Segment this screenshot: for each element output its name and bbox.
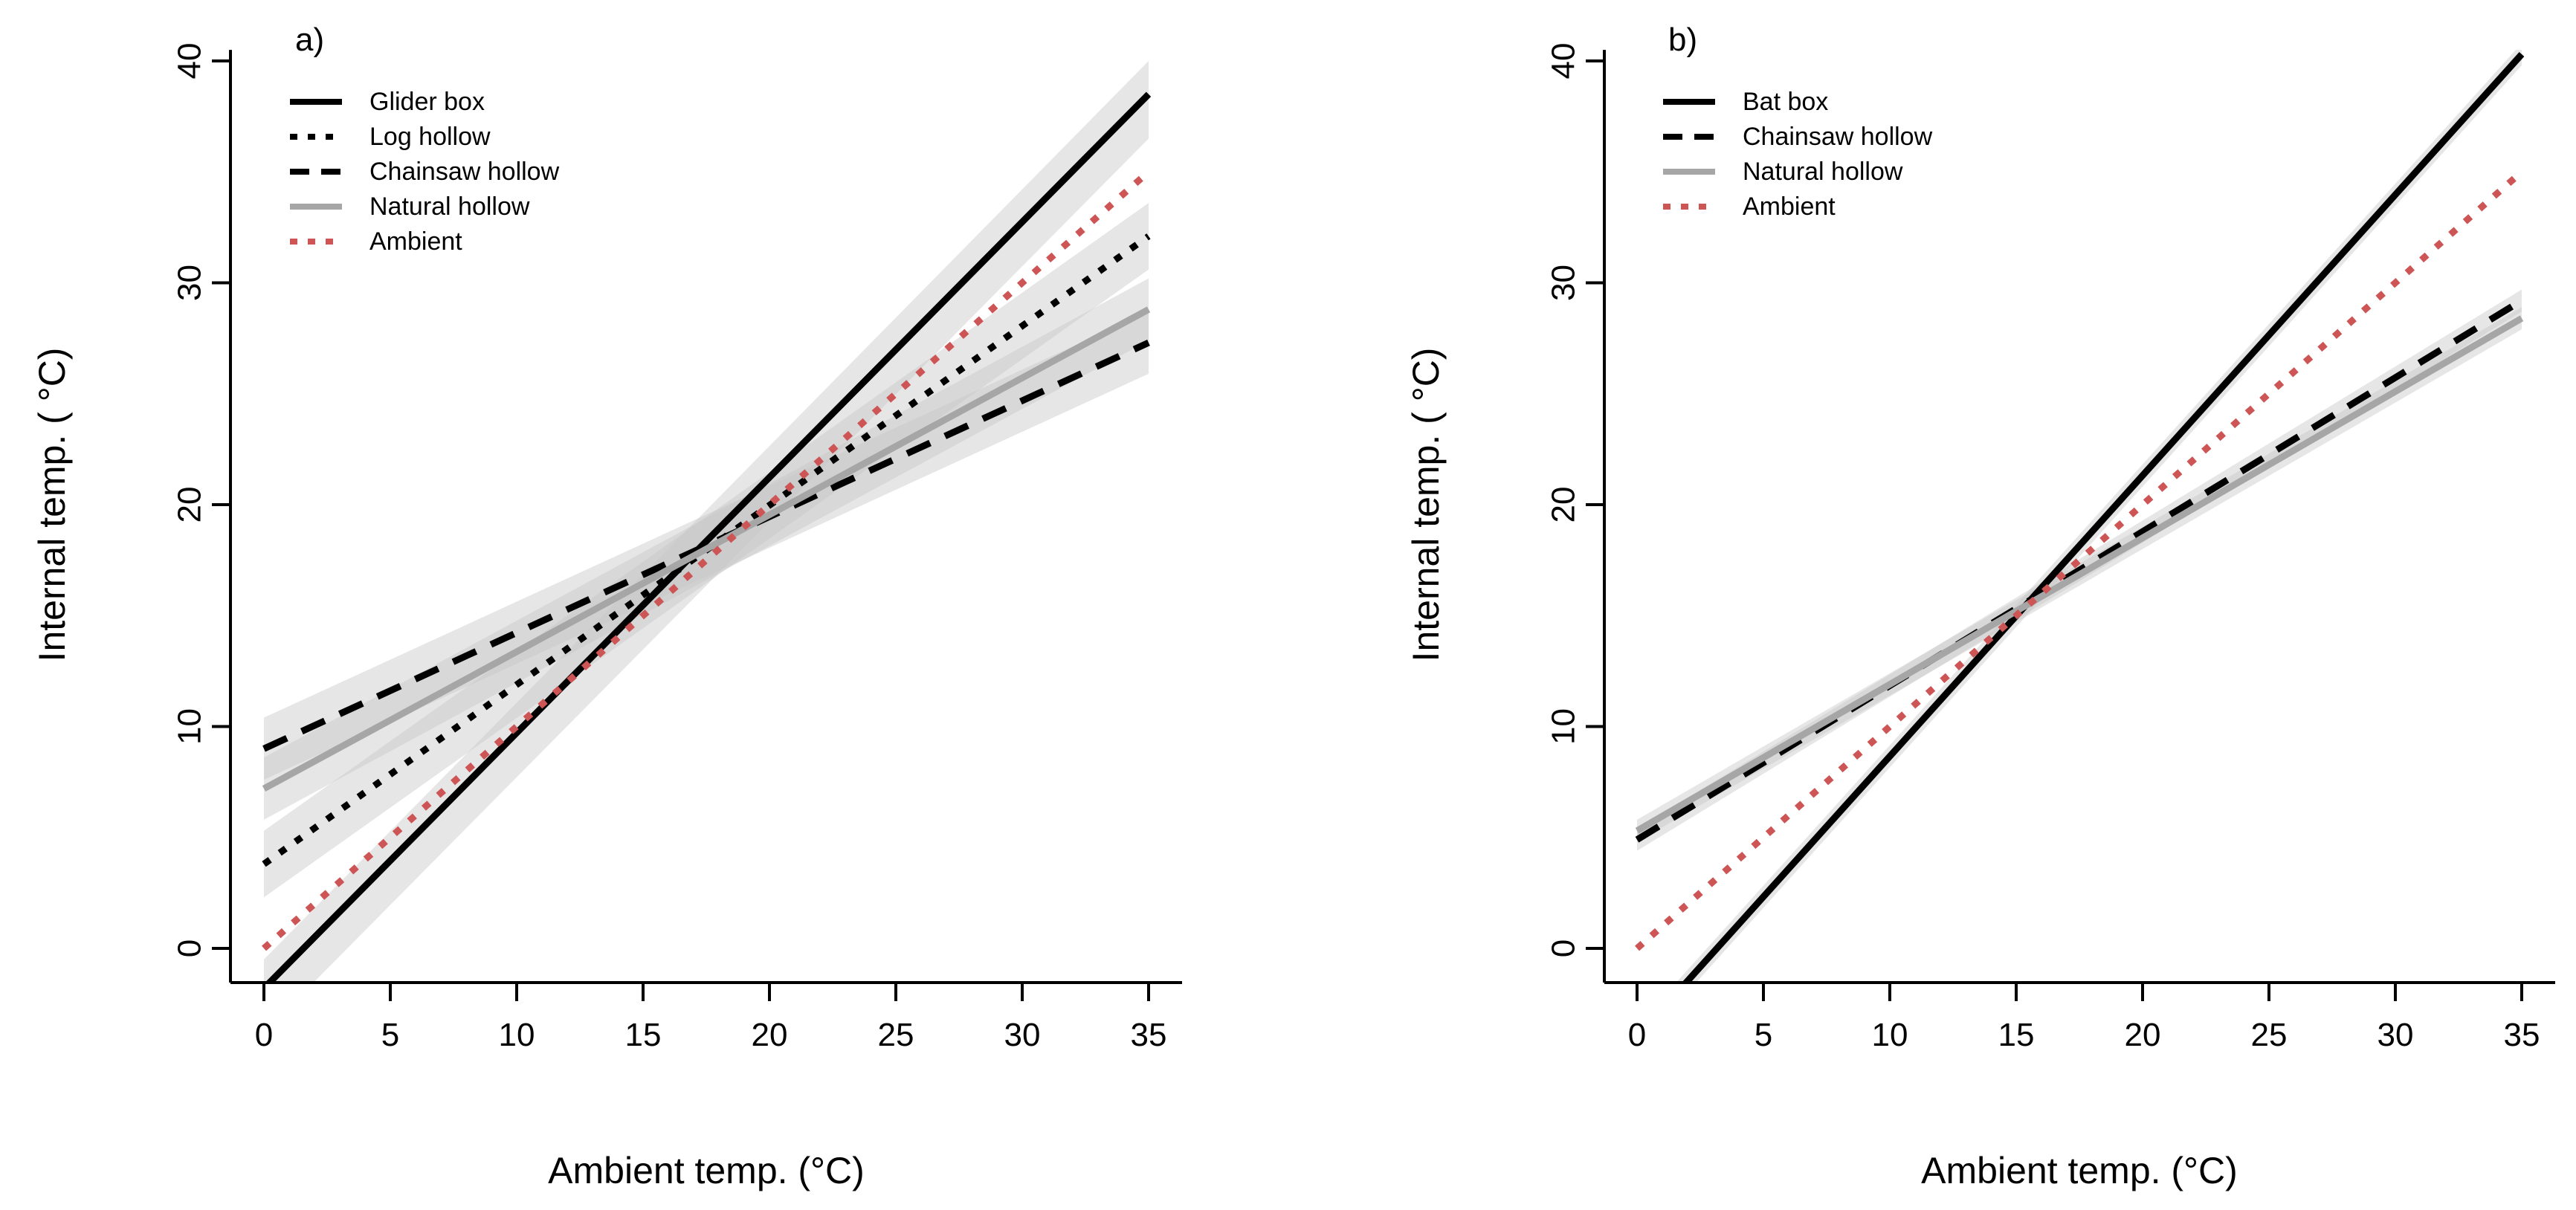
legend-label: Bat box — [1743, 88, 1828, 116]
x-tick-label: 25 — [2251, 1017, 2288, 1053]
legend: Glider box Log hollow Chainsaw hollow Natur… — [290, 88, 560, 256]
x-axis-title: Ambient temp. (°C) — [1921, 1150, 2238, 1191]
series-line-chainsaw-hollow — [1635, 297, 2524, 843]
x-tick-label: 30 — [1004, 1017, 1041, 1053]
y-tick-label: 30 — [172, 265, 208, 301]
series-line-glider-box — [265, 91, 1152, 983]
x-tick-label: 35 — [2504, 1017, 2540, 1053]
y-tick-label: 0 — [172, 939, 208, 957]
y-axis-title: Internal temp. ( °C) — [1405, 348, 1447, 662]
legend: Bat box Chainsaw hollow Natural hollow Ambi… — [1663, 88, 1933, 221]
legend-label: Log hollow — [369, 123, 491, 151]
series-line-bat-box — [1681, 52, 2525, 983]
legend-label: Natural hollow — [369, 192, 530, 221]
panel-label: b) — [1668, 22, 1697, 58]
series-line-chainsaw-hollow — [262, 340, 1150, 752]
y-tick-label: 20 — [172, 487, 208, 523]
series-line-natural-hollow — [1635, 315, 2524, 834]
x-tick-label: 10 — [499, 1017, 535, 1053]
x-tick-label: 20 — [752, 1017, 788, 1053]
panel-a: 0 5 10 15 20 25 30 35 0 10 20 30 40 Ambient temp. (°C… — [31, 22, 1182, 1191]
y-tick-label: 10 — [172, 708, 208, 745]
legend-label: Natural hollow — [1743, 158, 1903, 186]
x-tick-label: 10 — [1872, 1017, 1908, 1053]
legend-label: Chainsaw hollow — [369, 158, 560, 186]
axes — [212, 50, 1182, 1001]
x-tick-label: 25 — [878, 1017, 914, 1053]
x-tick-label: 0 — [1628, 1017, 1646, 1053]
series-line-natural-hollow — [262, 306, 1151, 792]
ci-band-bat-box — [1676, 50, 2522, 983]
legend-label: Ambient — [369, 227, 462, 256]
x-tick-label: 5 — [381, 1017, 399, 1053]
y-tick-label: 40 — [1546, 43, 1582, 80]
x-tick-label: 0 — [255, 1017, 273, 1053]
series-lines — [1635, 52, 2525, 983]
y-tick-label: 40 — [172, 43, 208, 80]
y-tick-label: 30 — [1546, 265, 1582, 301]
series-line-ambient — [1635, 169, 2524, 951]
x-tick-label: 20 — [2125, 1017, 2161, 1053]
x-tick-label: 15 — [625, 1017, 662, 1053]
y-tick-label: 20 — [1546, 487, 1582, 523]
x-tick-label: 35 — [1131, 1017, 1167, 1053]
axes — [1586, 50, 2555, 1001]
y-axis-title: Internal temp. ( °C) — [31, 348, 73, 662]
series-line-ambient — [262, 169, 1151, 951]
x-tick-label: 5 — [1755, 1017, 1772, 1053]
x-axis-title: Ambient temp. (°C) — [548, 1150, 865, 1191]
series-lines — [262, 91, 1152, 983]
x-tick-label: 30 — [2378, 1017, 2414, 1053]
legend-label: Glider box — [369, 88, 485, 116]
x-tick-label: 15 — [1998, 1017, 2035, 1053]
panel-label: a) — [295, 22, 324, 58]
legend-label: Ambient — [1743, 192, 1836, 221]
legend-label: Chainsaw hollow — [1743, 123, 1933, 151]
panel-b: 0 5 10 15 20 25 30 35 0 10 20 30 40 Ambient temp. (°C… — [1405, 22, 2555, 1191]
y-tick-label: 0 — [1546, 939, 1582, 957]
y-tick-label: 10 — [1546, 708, 1582, 745]
